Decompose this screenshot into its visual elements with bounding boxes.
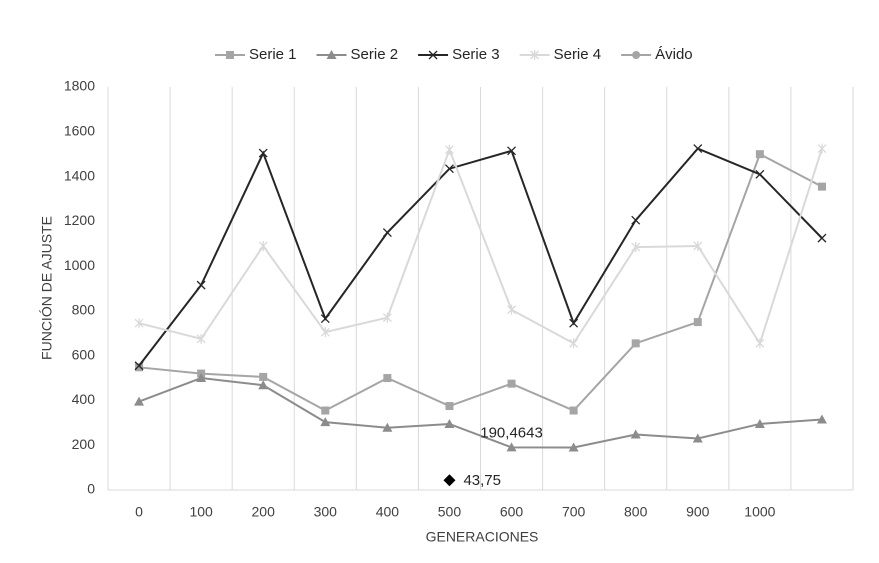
marker xyxy=(226,51,234,59)
marker xyxy=(258,148,268,158)
marker xyxy=(134,396,145,406)
marker xyxy=(692,433,703,443)
legend-label: Serie 3 xyxy=(452,46,500,63)
y-tick-label: 1000 xyxy=(64,257,95,273)
marker xyxy=(383,374,392,383)
marker xyxy=(445,402,454,411)
marker xyxy=(817,182,826,191)
marker xyxy=(326,50,337,59)
legend: Serie 1 Serie 2 Serie 3 Serie 4 Ávido xyxy=(215,46,693,63)
marker xyxy=(755,169,765,179)
series-line xyxy=(138,152,823,412)
marker xyxy=(631,215,641,225)
marker xyxy=(530,50,540,60)
marker xyxy=(320,327,330,338)
x-tick-label: 200 xyxy=(252,504,276,520)
legend-label: Serie 1 xyxy=(249,46,297,63)
marker xyxy=(259,372,268,381)
series-line xyxy=(138,377,823,449)
marker xyxy=(569,318,579,328)
marker xyxy=(320,417,331,427)
marker xyxy=(693,144,703,154)
marker xyxy=(258,240,268,251)
marker xyxy=(693,240,703,251)
x-tick-label: 1000 xyxy=(744,504,775,520)
y-tick-label: 1600 xyxy=(64,122,95,138)
marker xyxy=(444,418,455,428)
marker xyxy=(444,164,454,174)
y-tick-label: 0 xyxy=(87,481,95,497)
marker xyxy=(754,418,765,428)
marker xyxy=(817,143,827,154)
data-label: 43,75 xyxy=(463,472,501,489)
marker xyxy=(196,280,206,290)
marker xyxy=(569,338,579,349)
marker xyxy=(507,304,517,315)
marker xyxy=(321,406,330,415)
marker xyxy=(693,318,702,327)
marker xyxy=(631,339,640,348)
marker xyxy=(569,406,578,415)
marker xyxy=(134,361,144,371)
x-tick-label: 900 xyxy=(686,504,710,520)
marker xyxy=(568,442,579,452)
y-tick-label: 200 xyxy=(72,436,96,452)
legend-label: Serie 2 xyxy=(351,46,399,63)
y-tick-label: 400 xyxy=(72,391,96,407)
marker xyxy=(631,242,641,253)
marker xyxy=(135,363,144,372)
x-tick-label: 0 xyxy=(135,504,143,520)
marker xyxy=(507,379,516,388)
marker xyxy=(632,51,641,59)
marker xyxy=(196,333,206,344)
x-axis-label: GENERACIONES xyxy=(426,529,539,545)
marker xyxy=(630,429,641,439)
x-tick-label: 700 xyxy=(562,504,586,520)
marker xyxy=(428,50,438,60)
x-tick-label: 500 xyxy=(438,504,462,520)
marker xyxy=(755,338,765,349)
marker xyxy=(443,474,456,487)
legend-label: Serie 4 xyxy=(554,46,602,63)
marker xyxy=(382,312,392,323)
x-tick-label: 800 xyxy=(624,504,648,520)
marker xyxy=(816,414,827,424)
marker xyxy=(444,144,454,155)
marker xyxy=(817,233,827,243)
y-tick-label: 1200 xyxy=(64,212,95,228)
y-tick-label: 1800 xyxy=(64,78,95,94)
y-tick-label: 800 xyxy=(72,302,96,318)
y-tick-label: 1400 xyxy=(64,167,95,183)
marker xyxy=(196,373,207,383)
x-tick-label: 600 xyxy=(500,504,524,520)
marker xyxy=(134,318,144,329)
marker xyxy=(382,228,392,237)
y-axis-label: FUNCIÓN DE AJUSTE xyxy=(39,216,55,360)
marker xyxy=(506,442,517,452)
marker xyxy=(258,380,269,390)
series-line xyxy=(138,147,823,367)
x-tick-label: 300 xyxy=(314,504,338,520)
marker xyxy=(382,422,393,432)
legend-label: Ávido xyxy=(655,46,693,63)
x-tick-label: 400 xyxy=(376,504,400,520)
x-tick-label: 100 xyxy=(189,504,213,520)
series-line xyxy=(138,146,823,346)
data-label: 190,4643 xyxy=(480,424,543,441)
marker xyxy=(507,146,517,156)
marker xyxy=(755,150,764,159)
y-tick-label: 600 xyxy=(72,346,96,362)
marker xyxy=(320,314,330,324)
